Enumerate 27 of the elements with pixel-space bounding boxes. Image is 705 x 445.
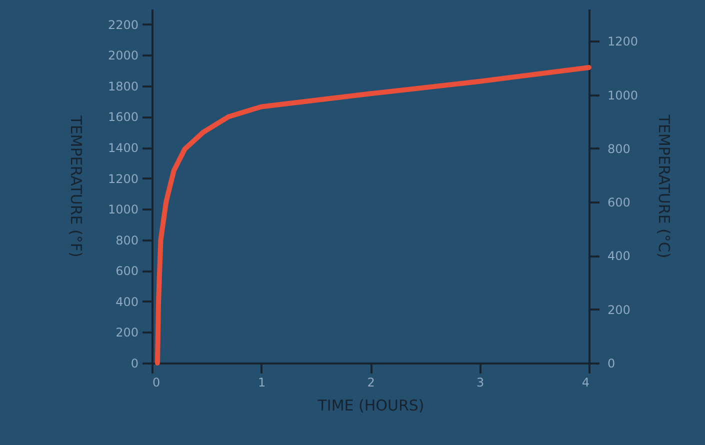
y2-tick-label: 400 [608, 249, 630, 264]
y-tick-label: 1000 [108, 202, 138, 217]
y2-tick-label: 1200 [608, 34, 638, 49]
y-tick-label: 200 [116, 326, 138, 340]
y-tick-label: 2200 [108, 18, 138, 32]
x-tick-label: 3 [476, 376, 484, 390]
x-tick-label: 2 [367, 376, 375, 390]
x-tick-label: 0 [152, 376, 160, 390]
y2-tick-label: 1000 [608, 88, 638, 102]
y-tick-label: 1400 [108, 141, 138, 156]
y-tick-label: 400 [116, 294, 138, 309]
y-tick-label: 1200 [108, 172, 138, 186]
x-tick-label: 4 [582, 376, 590, 390]
x-tick-label: 1 [258, 376, 266, 390]
y-axis-title: TEMPERATURE (°F) [66, 114, 85, 258]
y2-tick-label: 0 [608, 356, 616, 370]
y-tick-label: 800 [116, 233, 138, 248]
x-axis-title: TIME (HOURS) [316, 396, 424, 414]
y-tick-label: 600 [116, 264, 138, 278]
y-tick-label: 2000 [108, 48, 138, 63]
y2-tick-label: 600 [608, 196, 630, 210]
y2-axis-title: TEMPERATURE (°C) [655, 114, 674, 258]
y2-tick-label: 800 [608, 142, 630, 156]
y2-tick-label: 200 [608, 302, 630, 317]
y-tick-label: 1800 [108, 79, 138, 94]
y-tick-label: 0 [130, 356, 138, 370]
y-tick-label: 1600 [108, 110, 138, 124]
